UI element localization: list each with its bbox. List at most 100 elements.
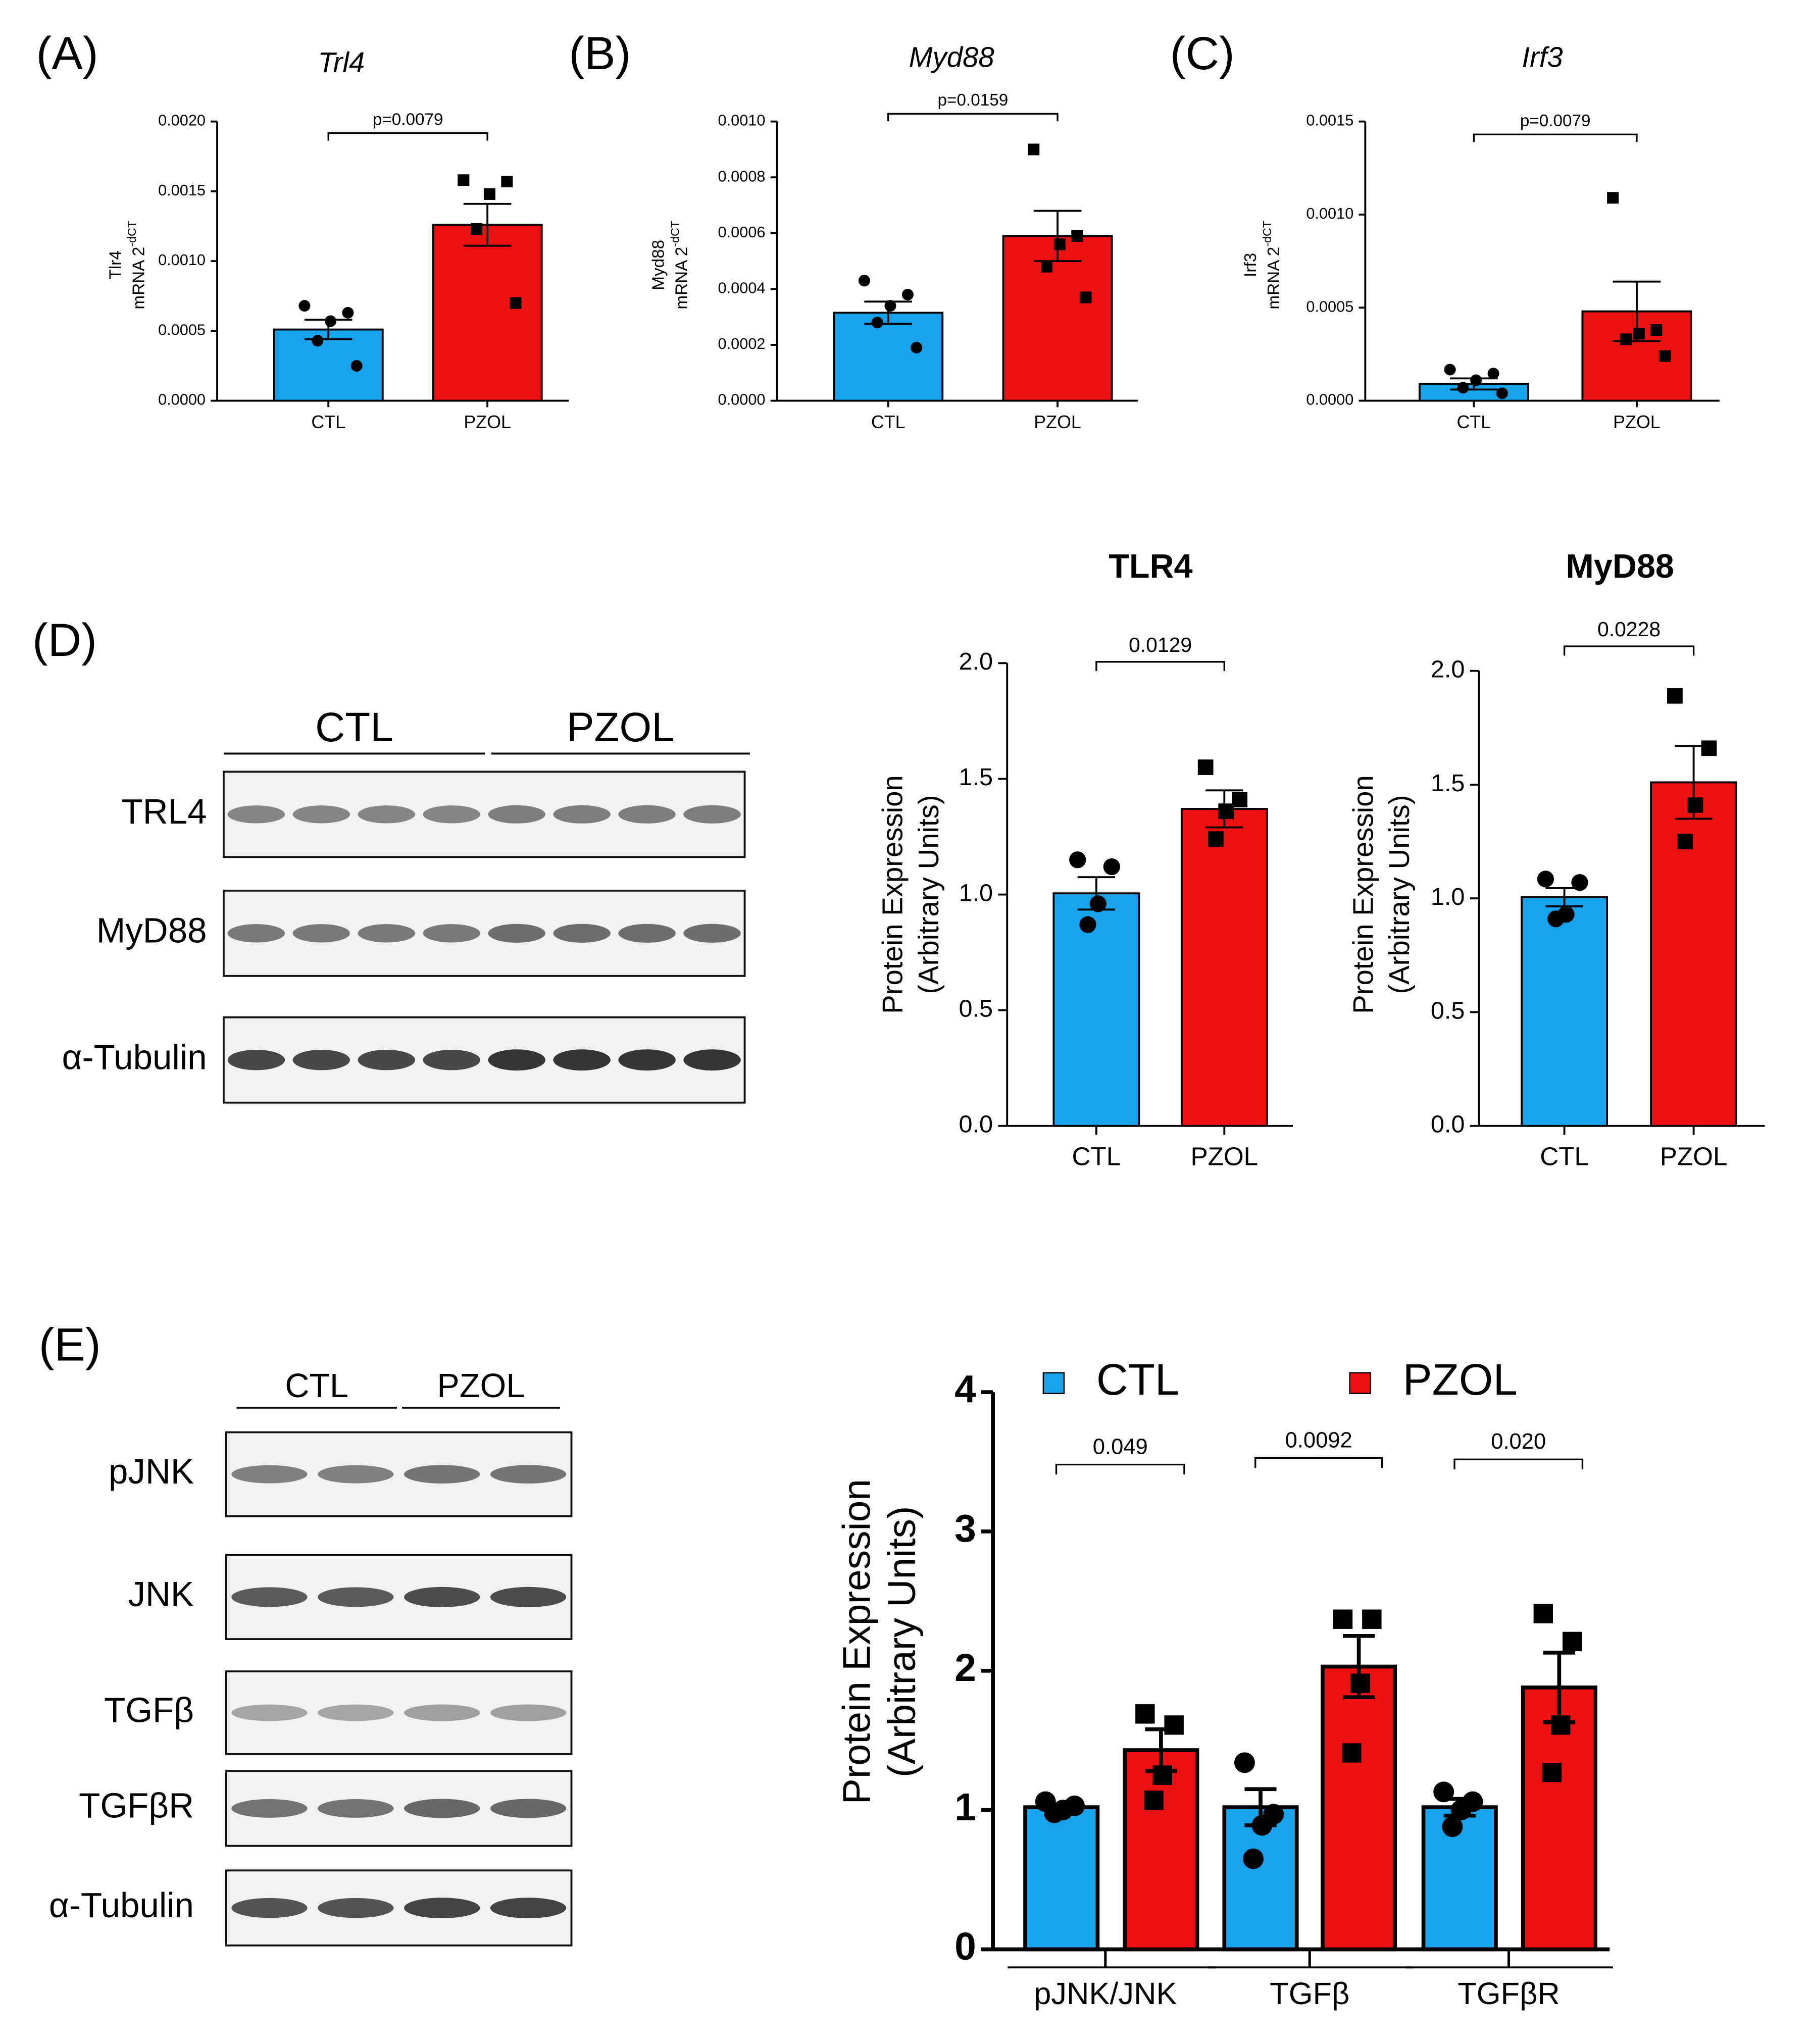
y-tick-label: 4 (954, 1367, 976, 1411)
y-axis-label: Protein Expression (1347, 775, 1379, 1014)
blot-band (358, 924, 416, 943)
legend-swatch (1042, 1372, 1065, 1394)
x-tick-label: pJNK/JNK (1034, 1976, 1177, 2011)
y-tick-label: 2 (954, 1646, 976, 1690)
blot-group-label: PZOL (437, 1367, 525, 1405)
x-tick-label: TGFβ (1270, 1976, 1349, 2011)
bar (432, 224, 543, 402)
y-axis-label-line: (Arbitrary Units) (913, 795, 944, 994)
y-tick-label: 1.0 (959, 879, 993, 906)
data-point (1144, 1791, 1164, 1810)
significance-bracket (1055, 1463, 1185, 1475)
y-tick-label: 2.0 (1431, 655, 1465, 683)
data-point (1633, 328, 1645, 340)
data-point (901, 288, 914, 300)
blot-band (683, 805, 741, 824)
blot-band (488, 1049, 545, 1071)
data-point (1103, 858, 1120, 876)
blot-band (423, 805, 480, 824)
significance-label: p=0.0079 (373, 111, 443, 129)
data-point (298, 300, 311, 312)
data-point (1533, 1604, 1553, 1623)
significance-label: 0.020 (1491, 1429, 1546, 1454)
blot-group-label: PZOL (567, 704, 675, 750)
data-point (1620, 333, 1632, 345)
y-axis-label-line: mRNA 2 (672, 247, 691, 310)
blot-group-label: CTL (285, 1367, 348, 1405)
data-point (1218, 803, 1234, 819)
blot-band (488, 924, 545, 943)
data-point (1687, 797, 1703, 813)
y-tick-label: 0.5 (959, 995, 993, 1022)
blot-band (683, 924, 741, 943)
data-point (1542, 1762, 1562, 1782)
data-point (471, 223, 483, 235)
blot-row-label: α-Tubulin (62, 1037, 207, 1077)
y-tick-label: 1.5 (1431, 770, 1465, 797)
blot-band (404, 1704, 480, 1721)
y-tick-label: 0.0006 (718, 223, 766, 241)
x-tick-label: CTL (1540, 1142, 1589, 1170)
y-axis-label-line: Protein Expression (876, 775, 908, 1014)
blot-frame (225, 1670, 573, 1755)
y-axis-label-line: Protein Expression (1347, 775, 1379, 1014)
blot-band (227, 805, 285, 824)
significance-bracket (1254, 1457, 1383, 1468)
y-axis-label-line: (Arbitrary Units) (1383, 795, 1415, 994)
blot-row-label: pJNK (109, 1452, 194, 1491)
y-axis-label: mRNA 2-dCT (669, 221, 691, 310)
data-point (510, 297, 522, 309)
x-tick-label: CTL (311, 412, 345, 432)
blot-band (227, 1049, 285, 1070)
y-tick-label: 0.5 (1431, 997, 1465, 1024)
y-axis-label: (Arbitrary Units) (913, 795, 944, 994)
y-tick-label: 1.0 (1431, 883, 1465, 910)
y-axis-label-superscript: -dCT (669, 221, 682, 247)
bar (833, 312, 944, 402)
blot-band (423, 924, 480, 943)
x-tick-label: PZOL (1613, 412, 1661, 432)
data-point (1079, 916, 1096, 933)
significance-bracket (1095, 661, 1225, 672)
blot-band (227, 924, 285, 943)
blot-band (423, 1049, 480, 1070)
blot-band (488, 805, 545, 824)
data-point (1041, 261, 1053, 273)
data-point (1537, 871, 1554, 888)
blot-band (358, 1049, 416, 1070)
y-tick-label: 1 (954, 1785, 976, 1829)
data-point (1362, 1609, 1382, 1629)
blot-row-label: TGFβR (79, 1786, 194, 1825)
blot-band (292, 1049, 350, 1070)
blot-band (404, 1465, 480, 1484)
blot-band (490, 1704, 567, 1721)
bar (1650, 781, 1737, 1127)
data-point (483, 188, 495, 200)
significance-label: 0.0228 (1597, 618, 1661, 641)
data-point (1069, 851, 1086, 868)
data-point (1208, 831, 1224, 847)
y-axis-label: mRNA 2-dCT (125, 221, 148, 310)
data-point (1135, 1704, 1155, 1724)
x-tick-label: PZOL (1034, 412, 1081, 432)
data-point (1487, 368, 1499, 380)
bar (1023, 1805, 1100, 1952)
bar (1180, 808, 1268, 1127)
y-axis-label-superscript: -dCT (125, 221, 138, 247)
significance-bracket (1473, 133, 1638, 142)
data-point (1677, 834, 1693, 849)
data-point (458, 174, 470, 186)
bar (1521, 896, 1608, 1127)
blot-row-label: TRL4 (122, 792, 207, 831)
significance-label: p=0.0159 (938, 91, 1009, 110)
blot-band (318, 1799, 394, 1818)
data-point (501, 176, 513, 188)
y-tick-label: 0.0005 (158, 321, 206, 338)
blot-band (490, 1465, 567, 1484)
data-point (1650, 324, 1663, 336)
data-point (325, 315, 337, 327)
blot-group-label: CTL (315, 704, 393, 750)
data-point (1043, 1802, 1065, 1823)
data-point (1333, 1609, 1353, 1629)
bar (1321, 1664, 1397, 1952)
